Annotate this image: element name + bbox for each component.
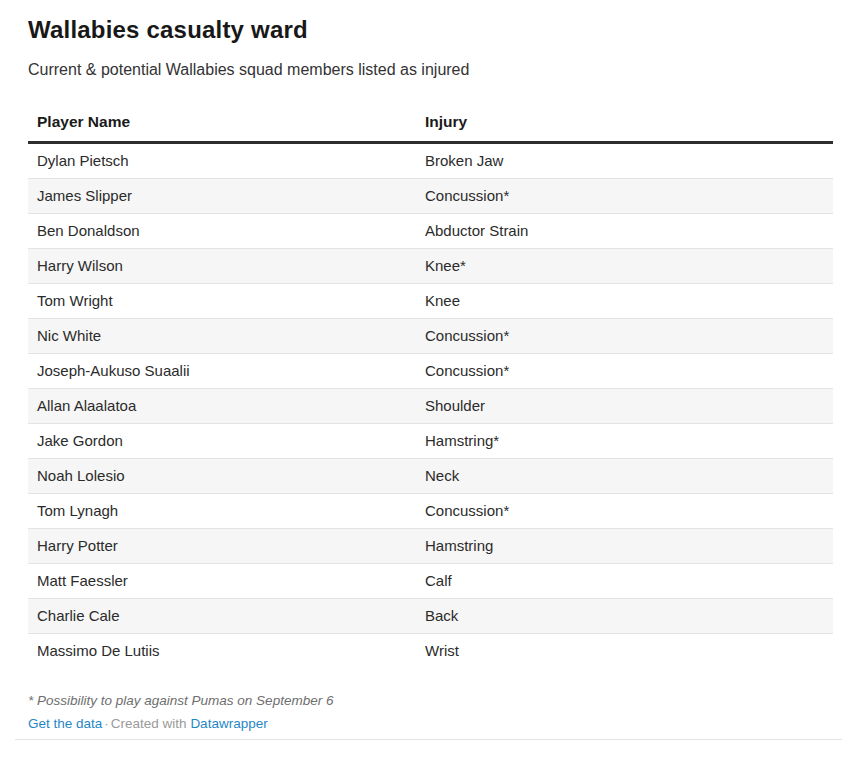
- table-row: Charlie CaleBack: [28, 599, 833, 634]
- injury-table: Player Name Injury Dylan PietschBroken J…: [28, 103, 833, 668]
- player-name-cell: Jake Gordon: [28, 424, 416, 459]
- table-header-row: Player Name Injury: [28, 103, 833, 143]
- table-body: Dylan PietschBroken JawJames SlipperConc…: [28, 143, 833, 669]
- table-row: Allan AlaalatoaShoulder: [28, 389, 833, 424]
- injury-cell: Concussion*: [416, 319, 833, 354]
- table-row: Joseph-Aukuso SuaaliiConcussion*: [28, 354, 833, 389]
- chart-title: Wallabies casualty ward: [28, 15, 833, 44]
- table-row: Harry WilsonKnee*: [28, 249, 833, 284]
- column-header-injury: Injury: [416, 103, 833, 143]
- player-name-cell: James Slipper: [28, 179, 416, 214]
- separator-dot: ·: [102, 716, 111, 731]
- injury-cell: Broken Jaw: [416, 143, 833, 179]
- injury-cell: Concussion*: [416, 494, 833, 529]
- column-header-player-name: Player Name: [28, 103, 416, 143]
- chart-subtitle: Current & potential Wallabies squad memb…: [28, 59, 833, 80]
- get-data-link[interactable]: Get the data: [28, 716, 102, 731]
- table-row: Dylan PietschBroken Jaw: [28, 143, 833, 179]
- player-name-cell: Tom Wright: [28, 284, 416, 319]
- player-name-cell: Ben Donaldson: [28, 214, 416, 249]
- injury-cell: Hamstring: [416, 529, 833, 564]
- table-row: Matt FaesslerCalf: [28, 564, 833, 599]
- created-with-label: Created with: [111, 716, 191, 731]
- player-name-cell: Harry Potter: [28, 529, 416, 564]
- table-row: Tom WrightKnee: [28, 284, 833, 319]
- table-row: Nic WhiteConcussion*: [28, 319, 833, 354]
- table-row: Noah LolesioNeck: [28, 459, 833, 494]
- player-name-cell: Nic White: [28, 319, 416, 354]
- player-name-cell: Noah Lolesio: [28, 459, 416, 494]
- injury-cell: Back: [416, 599, 833, 634]
- injury-cell: Concussion*: [416, 354, 833, 389]
- player-name-cell: Dylan Pietsch: [28, 143, 416, 179]
- injury-cell: Abductor Strain: [416, 214, 833, 249]
- player-name-cell: Harry Wilson: [28, 249, 416, 284]
- table-row: James SlipperConcussion*: [28, 179, 833, 214]
- footnote: * Possibility to play against Pumas on S…: [28, 692, 833, 709]
- injury-cell: Shoulder: [416, 389, 833, 424]
- player-name-cell: Charlie Cale: [28, 599, 416, 634]
- bottom-divider: [15, 739, 842, 740]
- datawrapper-table-embed: Wallabies casualty ward Current & potent…: [0, 0, 857, 732]
- injury-cell: Calf: [416, 564, 833, 599]
- player-name-cell: Matt Faessler: [28, 564, 416, 599]
- player-name-cell: Tom Lynagh: [28, 494, 416, 529]
- datawrapper-link[interactable]: Datawrapper: [190, 716, 267, 731]
- table-row: Jake GordonHamstring*: [28, 424, 833, 459]
- injury-cell: Concussion*: [416, 179, 833, 214]
- table-row: Tom LynaghConcussion*: [28, 494, 833, 529]
- player-name-cell: Joseph-Aukuso Suaalii: [28, 354, 416, 389]
- table-row: Ben DonaldsonAbductor Strain: [28, 214, 833, 249]
- injury-cell: Hamstring*: [416, 424, 833, 459]
- player-name-cell: Allan Alaalatoa: [28, 389, 416, 424]
- table-row: Massimo De LutiisWrist: [28, 634, 833, 669]
- player-name-cell: Massimo De Lutiis: [28, 634, 416, 669]
- injury-cell: Neck: [416, 459, 833, 494]
- injury-cell: Knee*: [416, 249, 833, 284]
- table-row: Harry PotterHamstring: [28, 529, 833, 564]
- injury-cell: Wrist: [416, 634, 833, 669]
- injury-cell: Knee: [416, 284, 833, 319]
- attribution: Get the data·Created with Datawrapper: [28, 715, 833, 732]
